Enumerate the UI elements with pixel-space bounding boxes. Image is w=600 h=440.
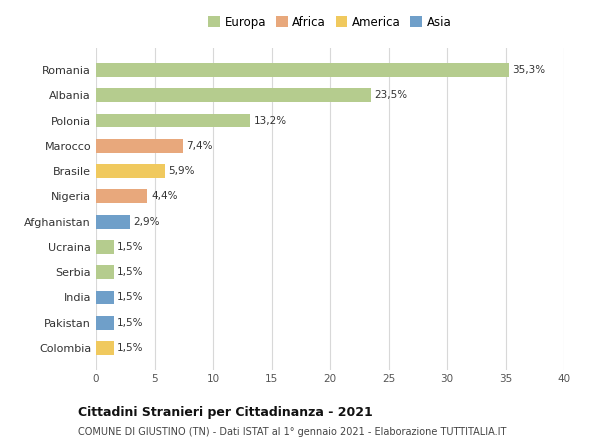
Text: 4,4%: 4,4% <box>151 191 178 202</box>
Bar <box>96 114 250 128</box>
Text: 23,5%: 23,5% <box>374 90 407 100</box>
Text: 1,5%: 1,5% <box>117 318 143 328</box>
Bar <box>96 341 113 355</box>
Text: 7,4%: 7,4% <box>186 141 212 151</box>
Bar <box>96 316 113 330</box>
Text: 1,5%: 1,5% <box>117 267 143 277</box>
Bar <box>96 63 509 77</box>
Text: 1,5%: 1,5% <box>117 343 143 353</box>
Bar <box>96 215 130 229</box>
Bar <box>96 265 113 279</box>
Text: 1,5%: 1,5% <box>117 242 143 252</box>
Text: 2,9%: 2,9% <box>133 216 160 227</box>
Text: 13,2%: 13,2% <box>254 116 287 125</box>
Text: Cittadini Stranieri per Cittadinanza - 2021: Cittadini Stranieri per Cittadinanza - 2… <box>78 406 373 419</box>
Legend: Europa, Africa, America, Asia: Europa, Africa, America, Asia <box>208 16 452 29</box>
Bar <box>96 189 148 203</box>
Text: 5,9%: 5,9% <box>169 166 195 176</box>
Bar <box>96 139 182 153</box>
Bar <box>96 164 165 178</box>
Text: 1,5%: 1,5% <box>117 293 143 302</box>
Bar <box>96 240 113 254</box>
Text: 35,3%: 35,3% <box>512 65 545 75</box>
Bar <box>96 88 371 102</box>
Text: COMUNE DI GIUSTINO (TN) - Dati ISTAT al 1° gennaio 2021 - Elaborazione TUTTITALI: COMUNE DI GIUSTINO (TN) - Dati ISTAT al … <box>78 427 506 437</box>
Bar <box>96 290 113 304</box>
